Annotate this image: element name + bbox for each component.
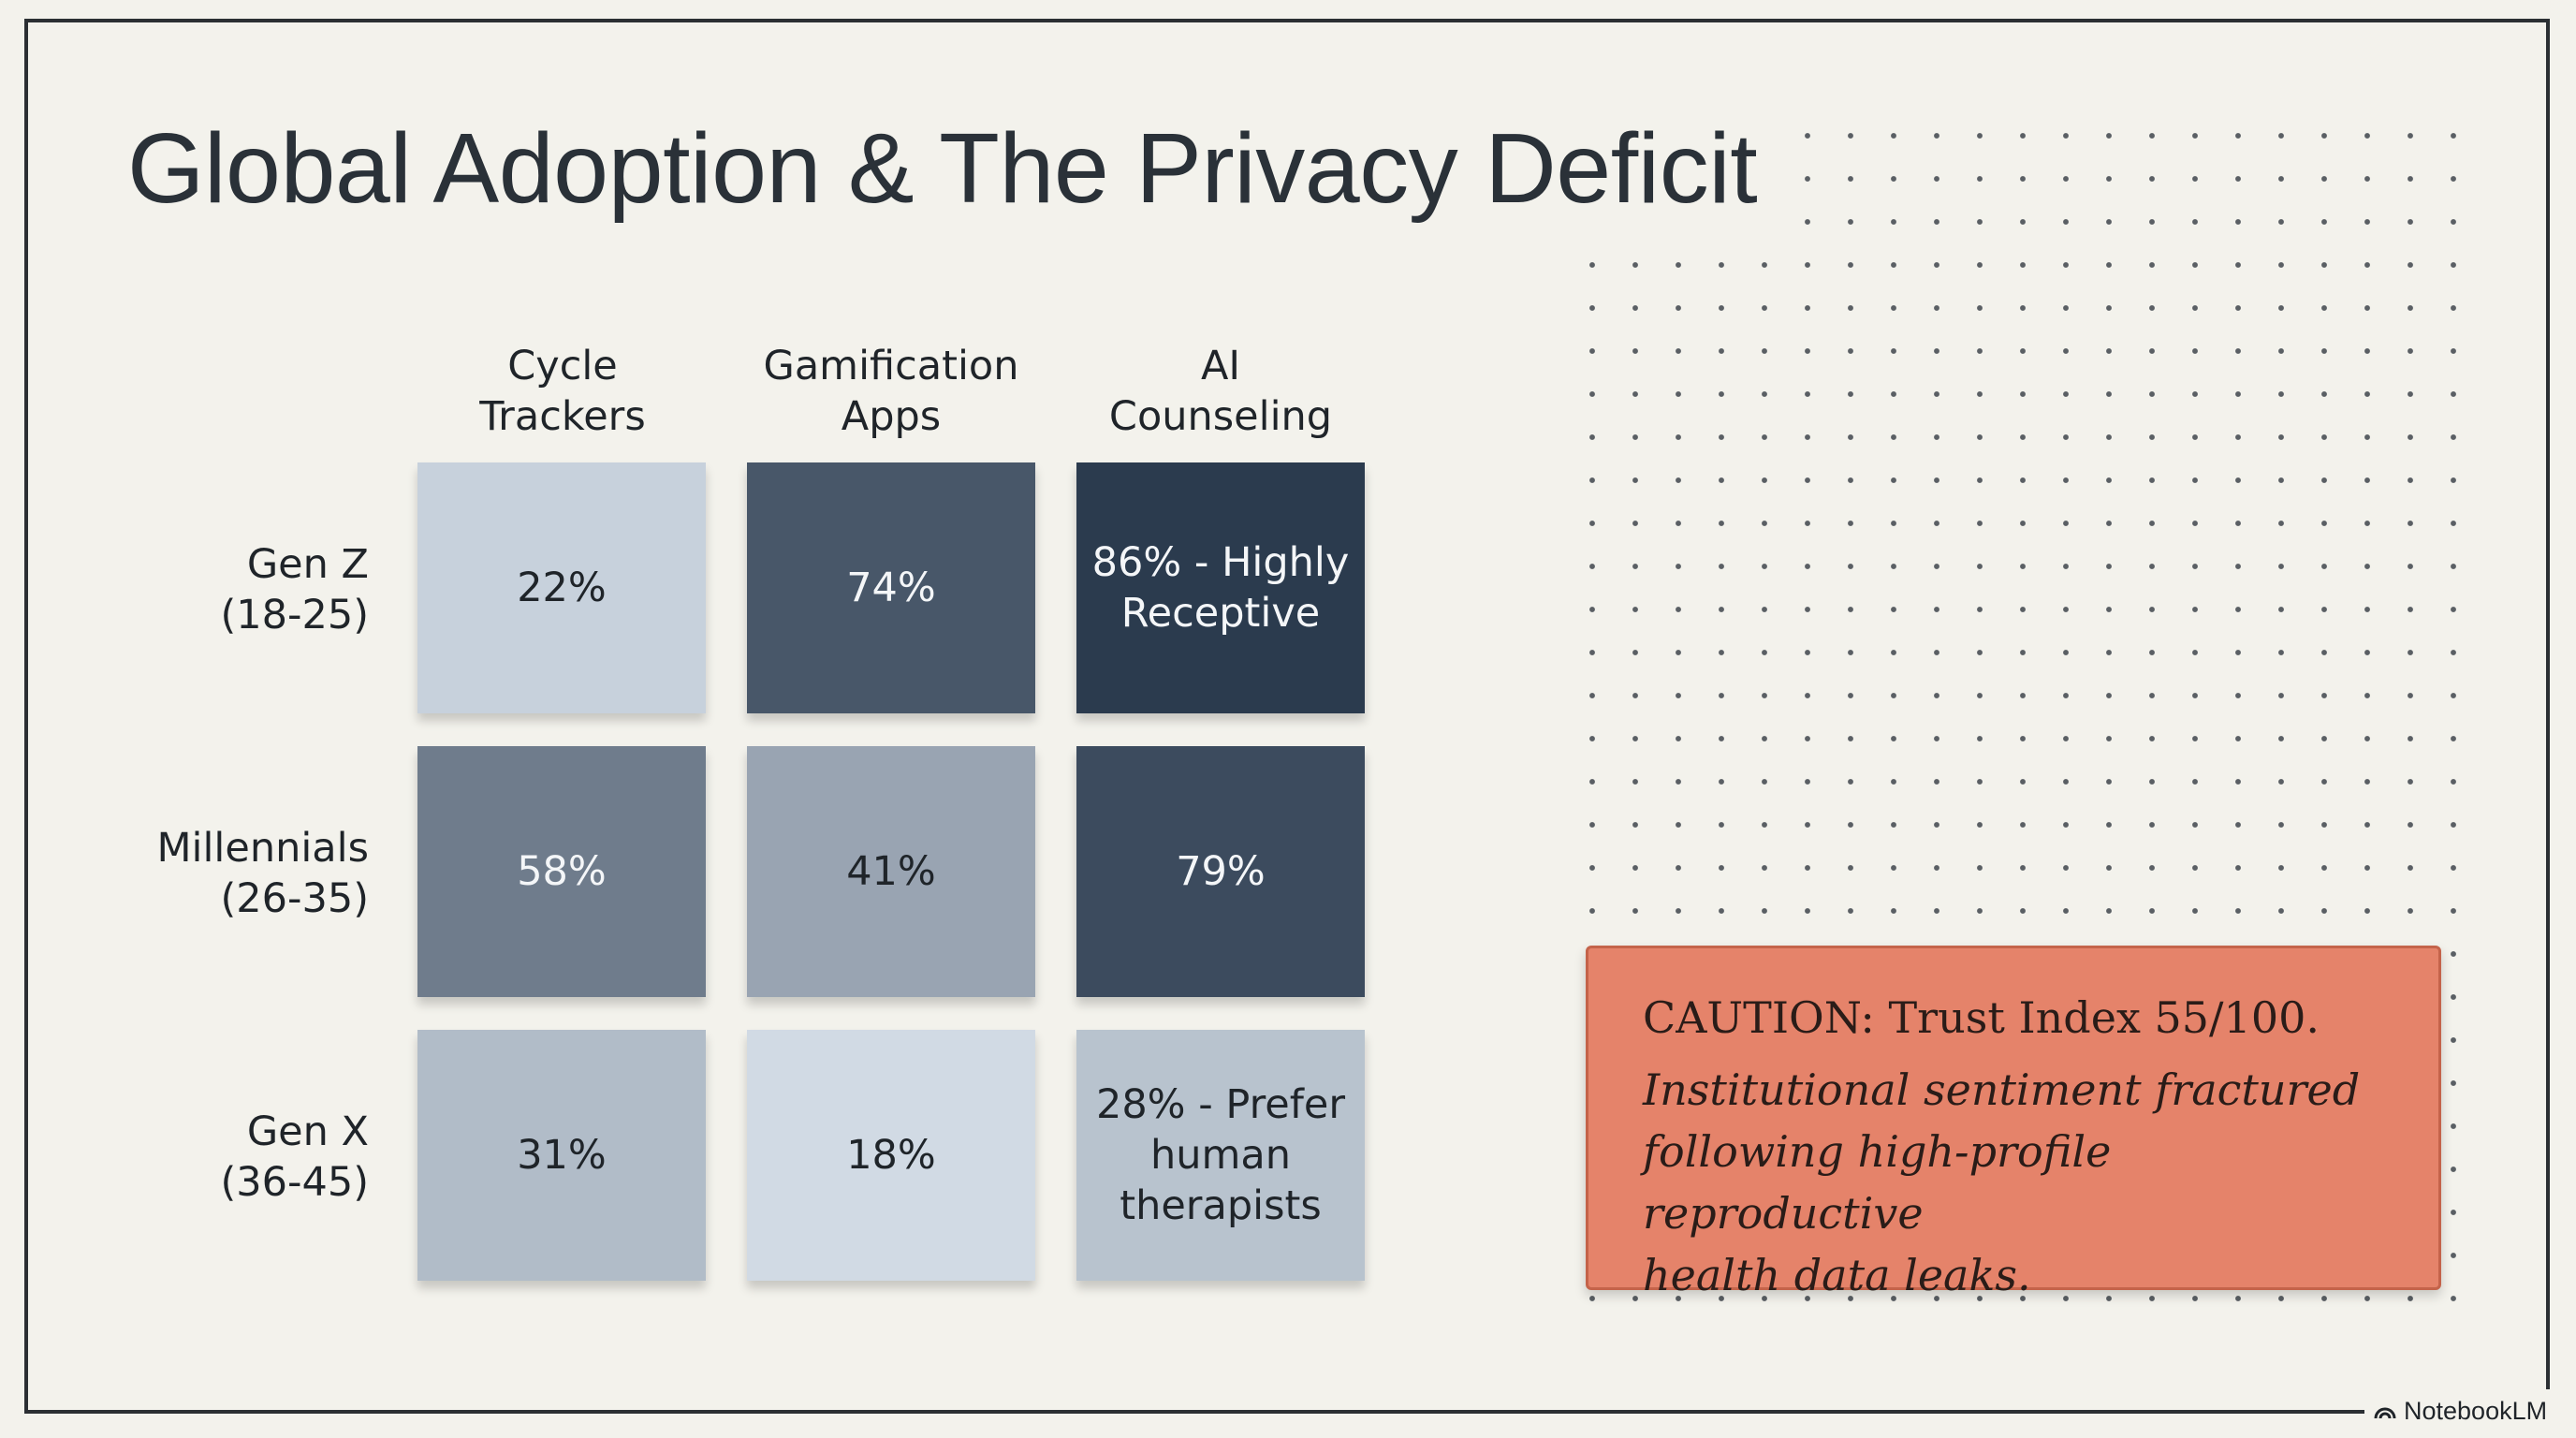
cell-label: 74% — [846, 563, 936, 613]
heatmap-cell: 31% — [417, 1030, 706, 1281]
caution-callout: CAUTION: Trust Index 55/100. Institution… — [1586, 946, 2441, 1300]
column-header-cycle-trackers: Cycle Trackers — [479, 343, 646, 440]
column-header-ai-counseling: AI Counseling — [1108, 343, 1333, 440]
heatmap-cell: 58% — [417, 746, 706, 997]
column-header-gamification-apps: Gamification Apps — [763, 343, 1019, 440]
cell-label: 41% — [846, 846, 936, 897]
heatmap-cell: 28% - Prefer human therapists — [1076, 1030, 1365, 1281]
row-header-gen-x: Gen X (36-45) — [220, 1108, 370, 1206]
cell-label-line: 74% — [846, 565, 936, 611]
heatmap-cell: 41% — [747, 746, 1035, 997]
slide-title: Global Adoption & The Privacy Deficit — [127, 112, 1771, 226]
slide-frame — [24, 19, 2550, 1414]
heatmap-cell: 79% — [1076, 746, 1365, 997]
cell-label-line: 86% - Highly — [1091, 539, 1350, 586]
cell-label-line: 41% — [846, 848, 936, 895]
cell-label: 79% — [1176, 846, 1266, 897]
caution-line: Institutional sentiment fractured — [1643, 1064, 2361, 1115]
brand-name: NotebookLM — [2404, 1396, 2548, 1425]
caution-body: Institutional sentiment fractured follow… — [1643, 1059, 2384, 1306]
cell-label-line: 79% — [1176, 848, 1266, 895]
heatmap-cell: 74% — [747, 462, 1035, 713]
cell-label-line: human — [1150, 1132, 1291, 1179]
cell-label: 58% — [517, 846, 607, 897]
cell-label: 28% - Prefer human therapists — [1096, 1079, 1345, 1231]
row-header-millennials: Millennials (26-35) — [156, 825, 369, 922]
caution-heading: CAUTION: Trust Index 55/100. — [1643, 992, 2320, 1043]
cell-label-line: therapists — [1120, 1182, 1322, 1229]
notebooklm-badge: NotebookLM — [2364, 1389, 2557, 1432]
cell-label: 86% - Highly Receptive — [1092, 537, 1350, 638]
cell-label-line: Receptive — [1120, 590, 1321, 637]
cell-label-line: 31% — [517, 1132, 607, 1179]
heatmap-cell: 86% - Highly Receptive — [1076, 462, 1365, 713]
cell-label-line: 22% — [517, 565, 607, 611]
cell-label: 18% — [846, 1130, 936, 1181]
row-header-gen-z: Gen Z (18-25) — [220, 541, 370, 638]
notebooklm-icon — [2374, 1407, 2396, 1419]
heatmap-cell: 22% — [417, 462, 706, 713]
cell-label-line: 18% — [846, 1132, 936, 1179]
cell-label-line: 28% - Prefer — [1095, 1081, 1346, 1128]
caution-line: health data leaks. — [1643, 1250, 2031, 1300]
cell-label: 31% — [517, 1130, 607, 1181]
heatmap-cell: 18% — [747, 1030, 1035, 1281]
cell-label: 22% — [517, 563, 607, 613]
cell-label-line: 58% — [517, 848, 607, 895]
caution-line: following high-profile reproductive — [1643, 1126, 2112, 1239]
